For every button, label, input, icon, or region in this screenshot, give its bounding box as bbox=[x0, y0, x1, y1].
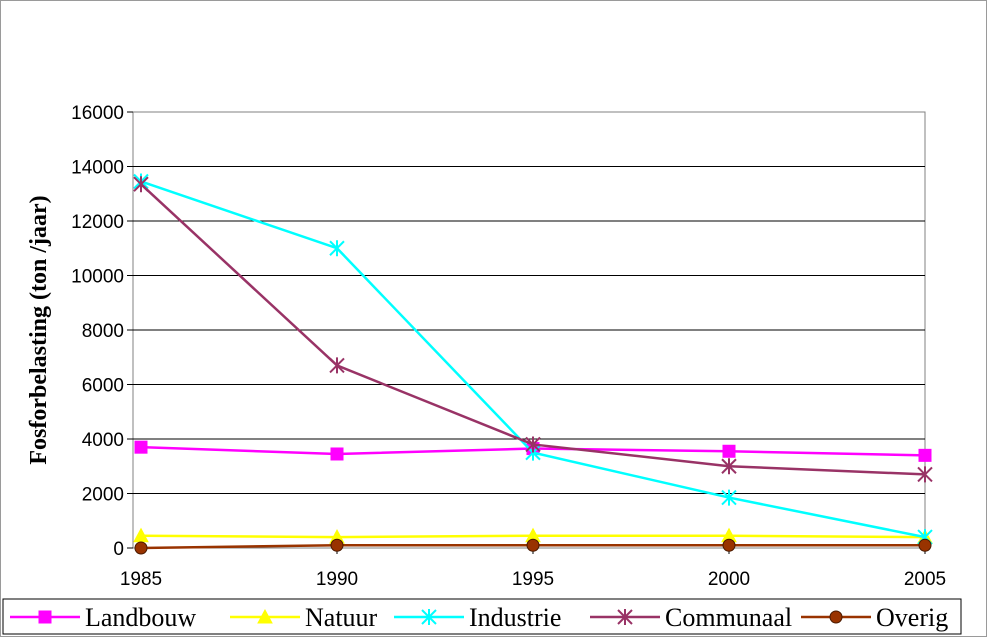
data-point bbox=[525, 436, 541, 453]
data-point bbox=[526, 538, 540, 552]
series-communaal bbox=[133, 176, 933, 483]
legend-marker bbox=[257, 608, 273, 624]
y-tick-label: 8000 bbox=[82, 321, 124, 342]
y-tick-label: 10000 bbox=[71, 267, 124, 288]
data-point bbox=[133, 176, 149, 193]
y-tick-label: 14000 bbox=[71, 158, 124, 179]
x-tick-label: 1990 bbox=[316, 569, 358, 590]
legend-label: Overig bbox=[876, 603, 948, 632]
y-tick-label: 16000 bbox=[71, 103, 124, 124]
data-point bbox=[917, 466, 933, 483]
legend-label: Natuur bbox=[305, 603, 378, 632]
data-point bbox=[721, 489, 737, 506]
y-tick-label: 4000 bbox=[82, 430, 124, 451]
legend-item-overig: Overig bbox=[801, 603, 948, 632]
data-point bbox=[918, 538, 932, 552]
data-point bbox=[722, 444, 736, 458]
data-point bbox=[722, 538, 736, 552]
legend-label: Communaal bbox=[665, 603, 792, 632]
data-point bbox=[330, 538, 344, 552]
x-tick-label: 2000 bbox=[708, 569, 750, 590]
legend-marker bbox=[421, 609, 437, 625]
x-axis-ticks: 1985 1990 1995 2000 2005 bbox=[120, 548, 946, 590]
grid-lines bbox=[133, 166, 925, 494]
legend-item-natuur: Natuur bbox=[230, 603, 378, 632]
data-point bbox=[134, 440, 148, 454]
data-point bbox=[134, 541, 148, 555]
legend-item-industrie: Industrie bbox=[394, 603, 561, 632]
legend: Landbouw Natuur Industrie Communaal Overig bbox=[2, 598, 962, 635]
series-overig bbox=[134, 538, 932, 555]
data-point bbox=[330, 447, 344, 461]
x-tick-label: 2005 bbox=[904, 569, 946, 590]
x-tick-label: 1985 bbox=[120, 569, 162, 590]
y-tick-label: 6000 bbox=[82, 376, 124, 397]
data-point bbox=[329, 357, 345, 374]
legend-marker bbox=[617, 609, 633, 625]
y-tick-label: 0 bbox=[113, 539, 124, 560]
legend-label: Industrie bbox=[469, 603, 561, 632]
legend-item-communaal: Communaal bbox=[590, 603, 792, 632]
data-point bbox=[721, 458, 737, 475]
legend-marker bbox=[38, 610, 52, 624]
x-tick-label: 1995 bbox=[512, 569, 554, 590]
legend-label: Landbouw bbox=[85, 603, 196, 632]
y-axis-label: Fosforbelasting (ton /jaar) bbox=[26, 195, 52, 464]
y-tick-label: 2000 bbox=[82, 485, 124, 506]
legend-item-landbouw: Landbouw bbox=[10, 603, 196, 632]
series-group bbox=[133, 173, 933, 555]
y-axis-ticks: 0 2000 4000 6000 8000 10000 12000 14000 16000 bbox=[71, 103, 133, 560]
data-point bbox=[329, 240, 345, 257]
data-point bbox=[918, 448, 932, 462]
legend-marker bbox=[829, 610, 843, 624]
y-tick-label: 12000 bbox=[71, 212, 124, 233]
